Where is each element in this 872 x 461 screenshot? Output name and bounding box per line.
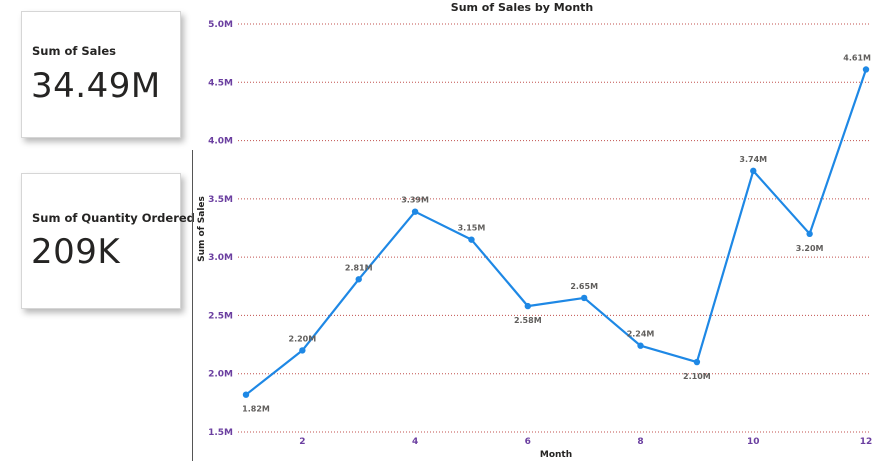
x-tick-label: 10: [747, 437, 760, 447]
y-tick-label: 3.5M: [208, 195, 233, 205]
data-point[interactable]: [299, 347, 306, 354]
data-point[interactable]: [750, 167, 757, 175]
data-point[interactable]: [580, 294, 588, 302]
data-label: 2.58M: [514, 316, 542, 325]
data-point[interactable]: [637, 342, 644, 349]
data-point[interactable]: [806, 230, 813, 238]
data-label: 2.65M: [570, 282, 598, 291]
y-tick-label: 3.0M: [208, 253, 233, 263]
x-tick-label: 12: [860, 437, 872, 447]
y-tick-label: 2.5M: [208, 311, 233, 321]
gridlines: [238, 23, 870, 433]
data-point[interactable]: [468, 236, 475, 243]
sales-card-title: Sum of Sales: [32, 44, 116, 58]
quantity-kpi-card[interactable]: Sum of Quantity Ordered 209K: [21, 173, 195, 309]
y-tick-label: 4.0M: [208, 137, 233, 147]
panel-divider: [192, 150, 193, 461]
quantity-card-value: 209K: [31, 232, 121, 272]
y-tick-label: 5.0M: [208, 20, 233, 30]
y-axis-label: Sum of Sales: [197, 196, 207, 262]
data-label: 3.39M: [401, 196, 429, 205]
data-point[interactable]: [355, 276, 362, 283]
data-label: 1.82M: [242, 405, 270, 414]
sales-card-value: 34.49M: [31, 66, 161, 106]
quantity-card-title: Sum of Quantity Ordered: [32, 211, 195, 225]
data-label: 2.81M: [345, 263, 373, 272]
data-point[interactable]: [242, 391, 250, 398]
x-axis-label: Month: [540, 450, 572, 460]
data-point[interactable]: [693, 358, 701, 366]
data-labels: 1.82M 2.20M 2.81M 3.39M 3.15M 2.58M 2.65M 2.24M…: [242, 53, 871, 413]
data-point[interactable]: [411, 208, 419, 215]
data-label: 3.74M: [739, 155, 767, 164]
y-tick-label: 4.5M: [208, 78, 233, 88]
x-tick-label: 4: [412, 437, 418, 447]
x-tick-label: 2: [299, 437, 305, 447]
x-tick-label: 8: [637, 437, 643, 447]
x-tick-label: 6: [525, 437, 531, 447]
data-point[interactable]: [862, 66, 870, 73]
x-axis-ticks: 2 4 6 8 10 12: [299, 437, 872, 447]
data-point[interactable]: [524, 302, 532, 310]
data-label: 2.20M: [289, 334, 317, 343]
y-axis-ticks: 1.5M 2.0M 2.5M 3.0M 3.5M 4.0M 4.5M 5.0M: [208, 20, 233, 438]
y-tick-label: 2.0M: [208, 370, 233, 380]
data-label: 4.61M: [843, 53, 871, 62]
sales-kpi-card[interactable]: Sum of Sales 34.49M: [21, 11, 181, 138]
y-tick-label: 1.5M: [208, 428, 233, 438]
data-label: 2.24M: [627, 330, 655, 339]
data-label: 2.10M: [683, 372, 711, 381]
data-label: 3.20M: [796, 244, 824, 253]
data-points: [242, 66, 870, 398]
chart-title: Sum of Sales by Month: [451, 1, 593, 14]
data-label: 3.15M: [458, 224, 486, 233]
sales-series-line: [245, 69, 868, 396]
